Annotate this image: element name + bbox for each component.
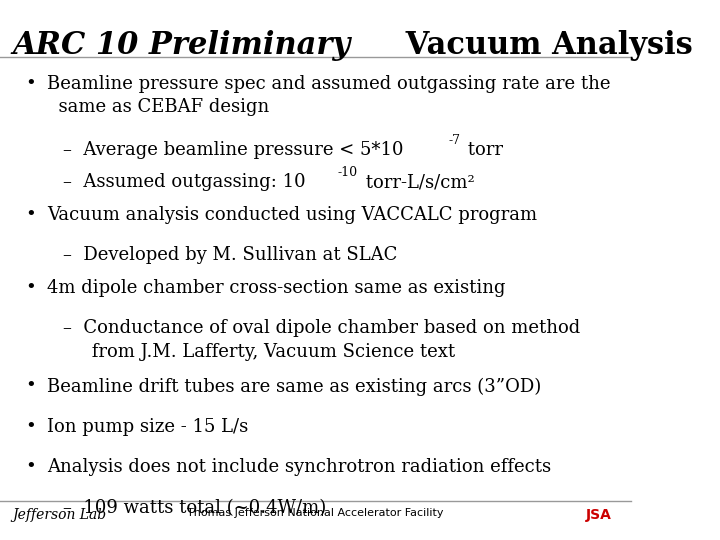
Text: •: • (25, 458, 36, 476)
Text: •: • (25, 75, 36, 92)
Text: –  Assumed outgassing: 10: – Assumed outgassing: 10 (63, 173, 306, 191)
Text: -10: -10 (338, 166, 358, 179)
Text: •: • (25, 279, 36, 296)
Text: -7: -7 (448, 134, 460, 147)
Text: –  109 watts total (~0.4W/m): – 109 watts total (~0.4W/m) (63, 499, 326, 517)
Text: •: • (25, 377, 36, 395)
Text: Jefferson Lab: Jefferson Lab (13, 508, 107, 522)
Text: –  Average beamline pressure < 5*10: – Average beamline pressure < 5*10 (63, 141, 404, 159)
Text: Vacuum analysis conducted using VACCALC program: Vacuum analysis conducted using VACCALC … (48, 206, 537, 224)
Text: Beamline drift tubes are same as existing arcs (3”OD): Beamline drift tubes are same as existin… (48, 377, 541, 396)
Text: ARC 10 Preliminary: ARC 10 Preliminary (13, 30, 351, 60)
Text: Thomas Jefferson National Accelerator Facility: Thomas Jefferson National Accelerator Fa… (187, 508, 444, 518)
Text: Beamline pressure spec and assumed outgassing rate are the
  same as CEBAF desig: Beamline pressure spec and assumed outga… (48, 75, 611, 116)
Text: –  Developed by M. Sullivan at SLAC: – Developed by M. Sullivan at SLAC (63, 246, 397, 264)
Text: Ion pump size - 15 L/s: Ion pump size - 15 L/s (48, 418, 248, 436)
Text: torr: torr (462, 141, 503, 159)
Text: torr-L/s/cm²: torr-L/s/cm² (360, 173, 475, 191)
Text: JSA: JSA (586, 508, 612, 522)
Text: Analysis does not include synchrotron radiation effects: Analysis does not include synchrotron ra… (48, 458, 552, 476)
Text: Vacuum Analysis: Vacuum Analysis (395, 30, 693, 60)
Text: 4m dipole chamber cross-section same as existing: 4m dipole chamber cross-section same as … (48, 279, 506, 296)
Text: •: • (25, 418, 36, 436)
Text: –  Conductance of oval dipole chamber based on method
     from J.M. Lafferty, V: – Conductance of oval dipole chamber bas… (63, 319, 580, 361)
Text: •: • (25, 206, 36, 224)
